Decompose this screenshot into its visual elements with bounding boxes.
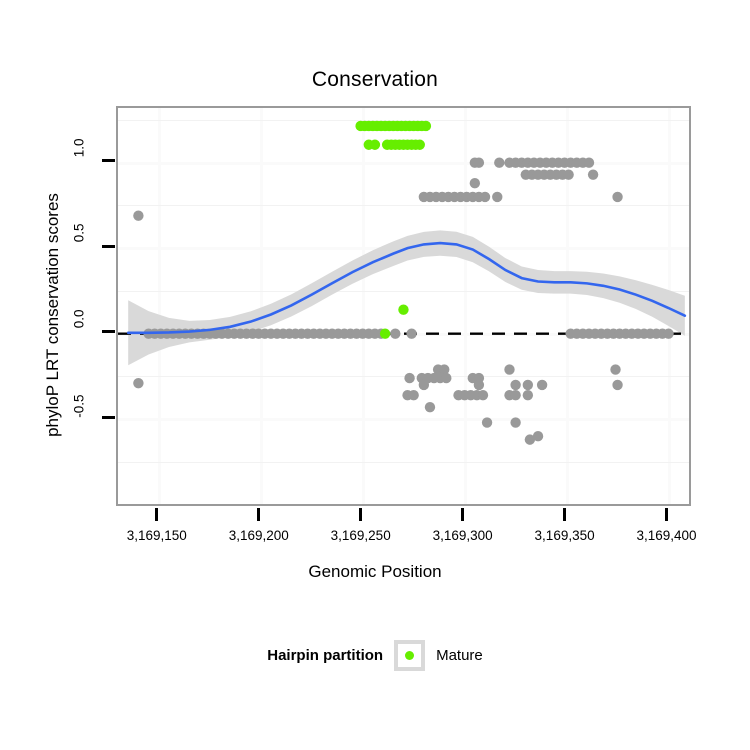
data-point bbox=[510, 417, 521, 428]
x-tick-mark bbox=[665, 508, 669, 521]
data-point bbox=[469, 178, 481, 189]
x-tick-label: 3,169,300 bbox=[432, 528, 493, 543]
data-point bbox=[420, 120, 432, 132]
legend-key-mature[interactable] bbox=[394, 640, 426, 671]
data-point bbox=[612, 379, 623, 391]
data-point bbox=[510, 379, 521, 391]
data-point bbox=[532, 431, 544, 442]
x-tick-label: 3,169,350 bbox=[534, 528, 595, 543]
data-point bbox=[536, 379, 548, 391]
data-point bbox=[133, 210, 144, 221]
y-tick-mark bbox=[102, 415, 115, 419]
scatter-points-mature bbox=[355, 120, 432, 339]
y-tick-label: 0.0 bbox=[71, 309, 87, 328]
data-point bbox=[408, 389, 419, 401]
gridline-horizontal-minor bbox=[118, 461, 689, 463]
data-point bbox=[369, 139, 381, 150]
gridline-vertical bbox=[565, 108, 569, 504]
data-point bbox=[473, 379, 485, 391]
data-point bbox=[492, 191, 503, 203]
data-point bbox=[441, 372, 452, 384]
y-tick-label: 0.5 bbox=[71, 223, 87, 243]
x-tick-label: 3,169,150 bbox=[126, 528, 187, 543]
x-tick-mark bbox=[257, 508, 261, 521]
data-point bbox=[414, 139, 425, 150]
scatter-points-other bbox=[133, 157, 674, 445]
data-layer bbox=[118, 120, 689, 445]
x-tick-mark bbox=[359, 508, 363, 521]
y-tick-label: 1.0 bbox=[71, 138, 87, 157]
data-point bbox=[583, 157, 595, 168]
gridline-horizontal bbox=[118, 161, 689, 165]
data-point bbox=[424, 401, 436, 413]
gridline-horizontal bbox=[118, 418, 689, 422]
y-tick-mark bbox=[102, 330, 115, 334]
gridline-horizontal-minor bbox=[118, 205, 689, 207]
data-point bbox=[398, 304, 409, 315]
gridline-vertical bbox=[361, 108, 365, 504]
y-tick-mark bbox=[102, 244, 115, 248]
x-tick-mark bbox=[461, 508, 465, 521]
x-tick-mark bbox=[563, 508, 567, 521]
gridline-horizontal-minor bbox=[118, 290, 689, 292]
gridline-vertical bbox=[463, 108, 467, 504]
data-point bbox=[406, 328, 417, 339]
loess-confidence-band bbox=[128, 230, 685, 366]
data-point bbox=[481, 417, 493, 428]
data-point bbox=[563, 169, 574, 180]
x-tick-label: 3,169,250 bbox=[330, 528, 391, 543]
data-point bbox=[390, 328, 401, 339]
data-point bbox=[404, 372, 415, 384]
x-tick-label: 3,169,200 bbox=[228, 528, 289, 543]
data-point bbox=[524, 434, 536, 445]
data-point bbox=[610, 364, 621, 375]
page-title: Conservation bbox=[311, 68, 439, 91]
data-point bbox=[522, 379, 534, 391]
data-point bbox=[587, 169, 599, 180]
y-axis-title: phyloP LRT conservation scores bbox=[43, 193, 62, 437]
data-point bbox=[477, 389, 489, 401]
data-point bbox=[504, 364, 515, 375]
gridline-vertical bbox=[259, 108, 263, 504]
data-point bbox=[510, 389, 521, 401]
data-point bbox=[379, 328, 391, 339]
x-tick-label: 3,169,400 bbox=[636, 528, 697, 543]
data-point bbox=[473, 157, 485, 168]
data-point bbox=[133, 378, 144, 389]
x-axis-title: Genomic Position bbox=[308, 562, 442, 581]
data-point bbox=[612, 191, 623, 203]
data-point bbox=[439, 364, 450, 375]
x-tick-mark bbox=[155, 508, 159, 521]
legend-dot-icon bbox=[405, 651, 415, 660]
data-point bbox=[522, 389, 534, 401]
y-tick-mark bbox=[102, 159, 115, 163]
gridline-horizontal-minor bbox=[118, 119, 689, 121]
data-point bbox=[494, 157, 505, 168]
loess-fit-line bbox=[126, 241, 687, 335]
gridline-horizontal bbox=[118, 332, 689, 336]
data-point bbox=[663, 328, 674, 339]
gridline-vertical bbox=[157, 108, 161, 504]
data-point bbox=[418, 379, 430, 391]
data-point bbox=[479, 191, 491, 203]
legend-label-mature: Mature bbox=[436, 647, 483, 664]
legend-title: Hairpin partition bbox=[267, 647, 384, 664]
gridline-horizontal-minor bbox=[118, 376, 689, 378]
legend: Hairpin partition Mature bbox=[0, 640, 750, 671]
plot-panel bbox=[116, 106, 691, 506]
y-tick-label: -0.5 bbox=[71, 394, 87, 418]
